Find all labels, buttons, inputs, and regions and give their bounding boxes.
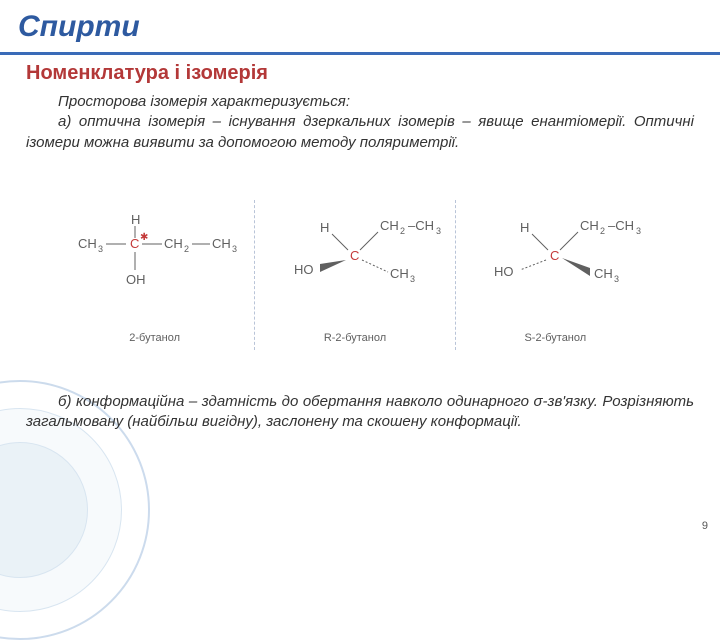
svg-text:CH: CH — [594, 266, 613, 281]
svg-text:OH: OH — [126, 272, 146, 287]
svg-text:H: H — [520, 220, 529, 235]
deco-ring-inner — [0, 442, 88, 578]
paragraph-a-text: а) оптична ізомерія – існування дзеркаль… — [26, 113, 694, 150]
mol-s-2-butanol: C CH2 –CH3 H HO CH3 — [460, 208, 650, 318]
structure-r-2-butanol: C CH2 –CH3 H HO CH3 R-2-бутанол — [254, 200, 454, 350]
structure-2-butanol: CH3 C ✱ CH2 CH3 OH H 2-бутанол — [55, 200, 254, 350]
paragraph-b-text: б) конформаційна – здатність до обертанн… — [26, 393, 694, 430]
mol-r-2-butanol: C CH2 –CH3 H HO CH3 — [260, 208, 450, 318]
page-number: 9 — [702, 520, 708, 532]
svg-text:3: 3 — [614, 274, 619, 284]
caption-s-2-butanol: S-2-бутанол — [456, 332, 655, 344]
svg-text:C: C — [550, 248, 559, 263]
paragraph-intro: Просторова ізомерія характеризується: а)… — [26, 92, 694, 153]
svg-text:CH: CH — [390, 266, 409, 281]
svg-text:2: 2 — [600, 226, 605, 236]
svg-text:C: C — [130, 236, 139, 251]
svg-text:3: 3 — [436, 226, 441, 236]
svg-text:✱: ✱ — [140, 232, 148, 243]
svg-text:CH: CH — [164, 236, 183, 251]
svg-text:CH: CH — [212, 236, 231, 251]
section-subtitle: Номенклатура і ізомерія — [26, 62, 268, 85]
svg-text:H: H — [131, 212, 140, 227]
svg-text:3: 3 — [636, 226, 641, 236]
svg-text:–CH: –CH — [608, 218, 634, 233]
paragraph-intro-text: Просторова ізомерія характеризується: — [58, 93, 350, 110]
svg-text:2: 2 — [400, 226, 405, 236]
svg-text:3: 3 — [232, 244, 237, 254]
svg-text:–CH: –CH — [408, 218, 434, 233]
svg-text:3: 3 — [98, 244, 103, 254]
caption-2-butanol: 2-бутанол — [55, 332, 254, 344]
svg-text:C: C — [350, 248, 359, 263]
svg-text:HO: HO — [294, 262, 314, 277]
svg-text:CH: CH — [380, 218, 399, 233]
mol-2-butanol: CH3 C ✱ CH2 CH3 OH H — [60, 208, 250, 318]
svg-text:CH: CH — [580, 218, 599, 233]
svg-text:2: 2 — [184, 244, 189, 254]
paragraph-b: б) конформаційна – здатність до обертанн… — [26, 392, 694, 433]
svg-text:H: H — [320, 220, 329, 235]
chemistry-structures-row: CH3 C ✱ CH2 CH3 OH H 2-бутанол C CH2 –CH… — [55, 200, 655, 350]
deco-ring-mid — [0, 408, 122, 612]
title-underline — [0, 52, 720, 55]
structure-s-2-butanol: C CH2 –CH3 H HO CH3 S-2-бутанол — [455, 200, 655, 350]
svg-text:3: 3 — [410, 274, 415, 284]
page-title: Спирти — [18, 10, 140, 44]
svg-text:HO: HO — [494, 264, 514, 279]
svg-text:CH: CH — [78, 236, 97, 251]
caption-r-2-butanol: R-2-бутанол — [255, 332, 454, 344]
